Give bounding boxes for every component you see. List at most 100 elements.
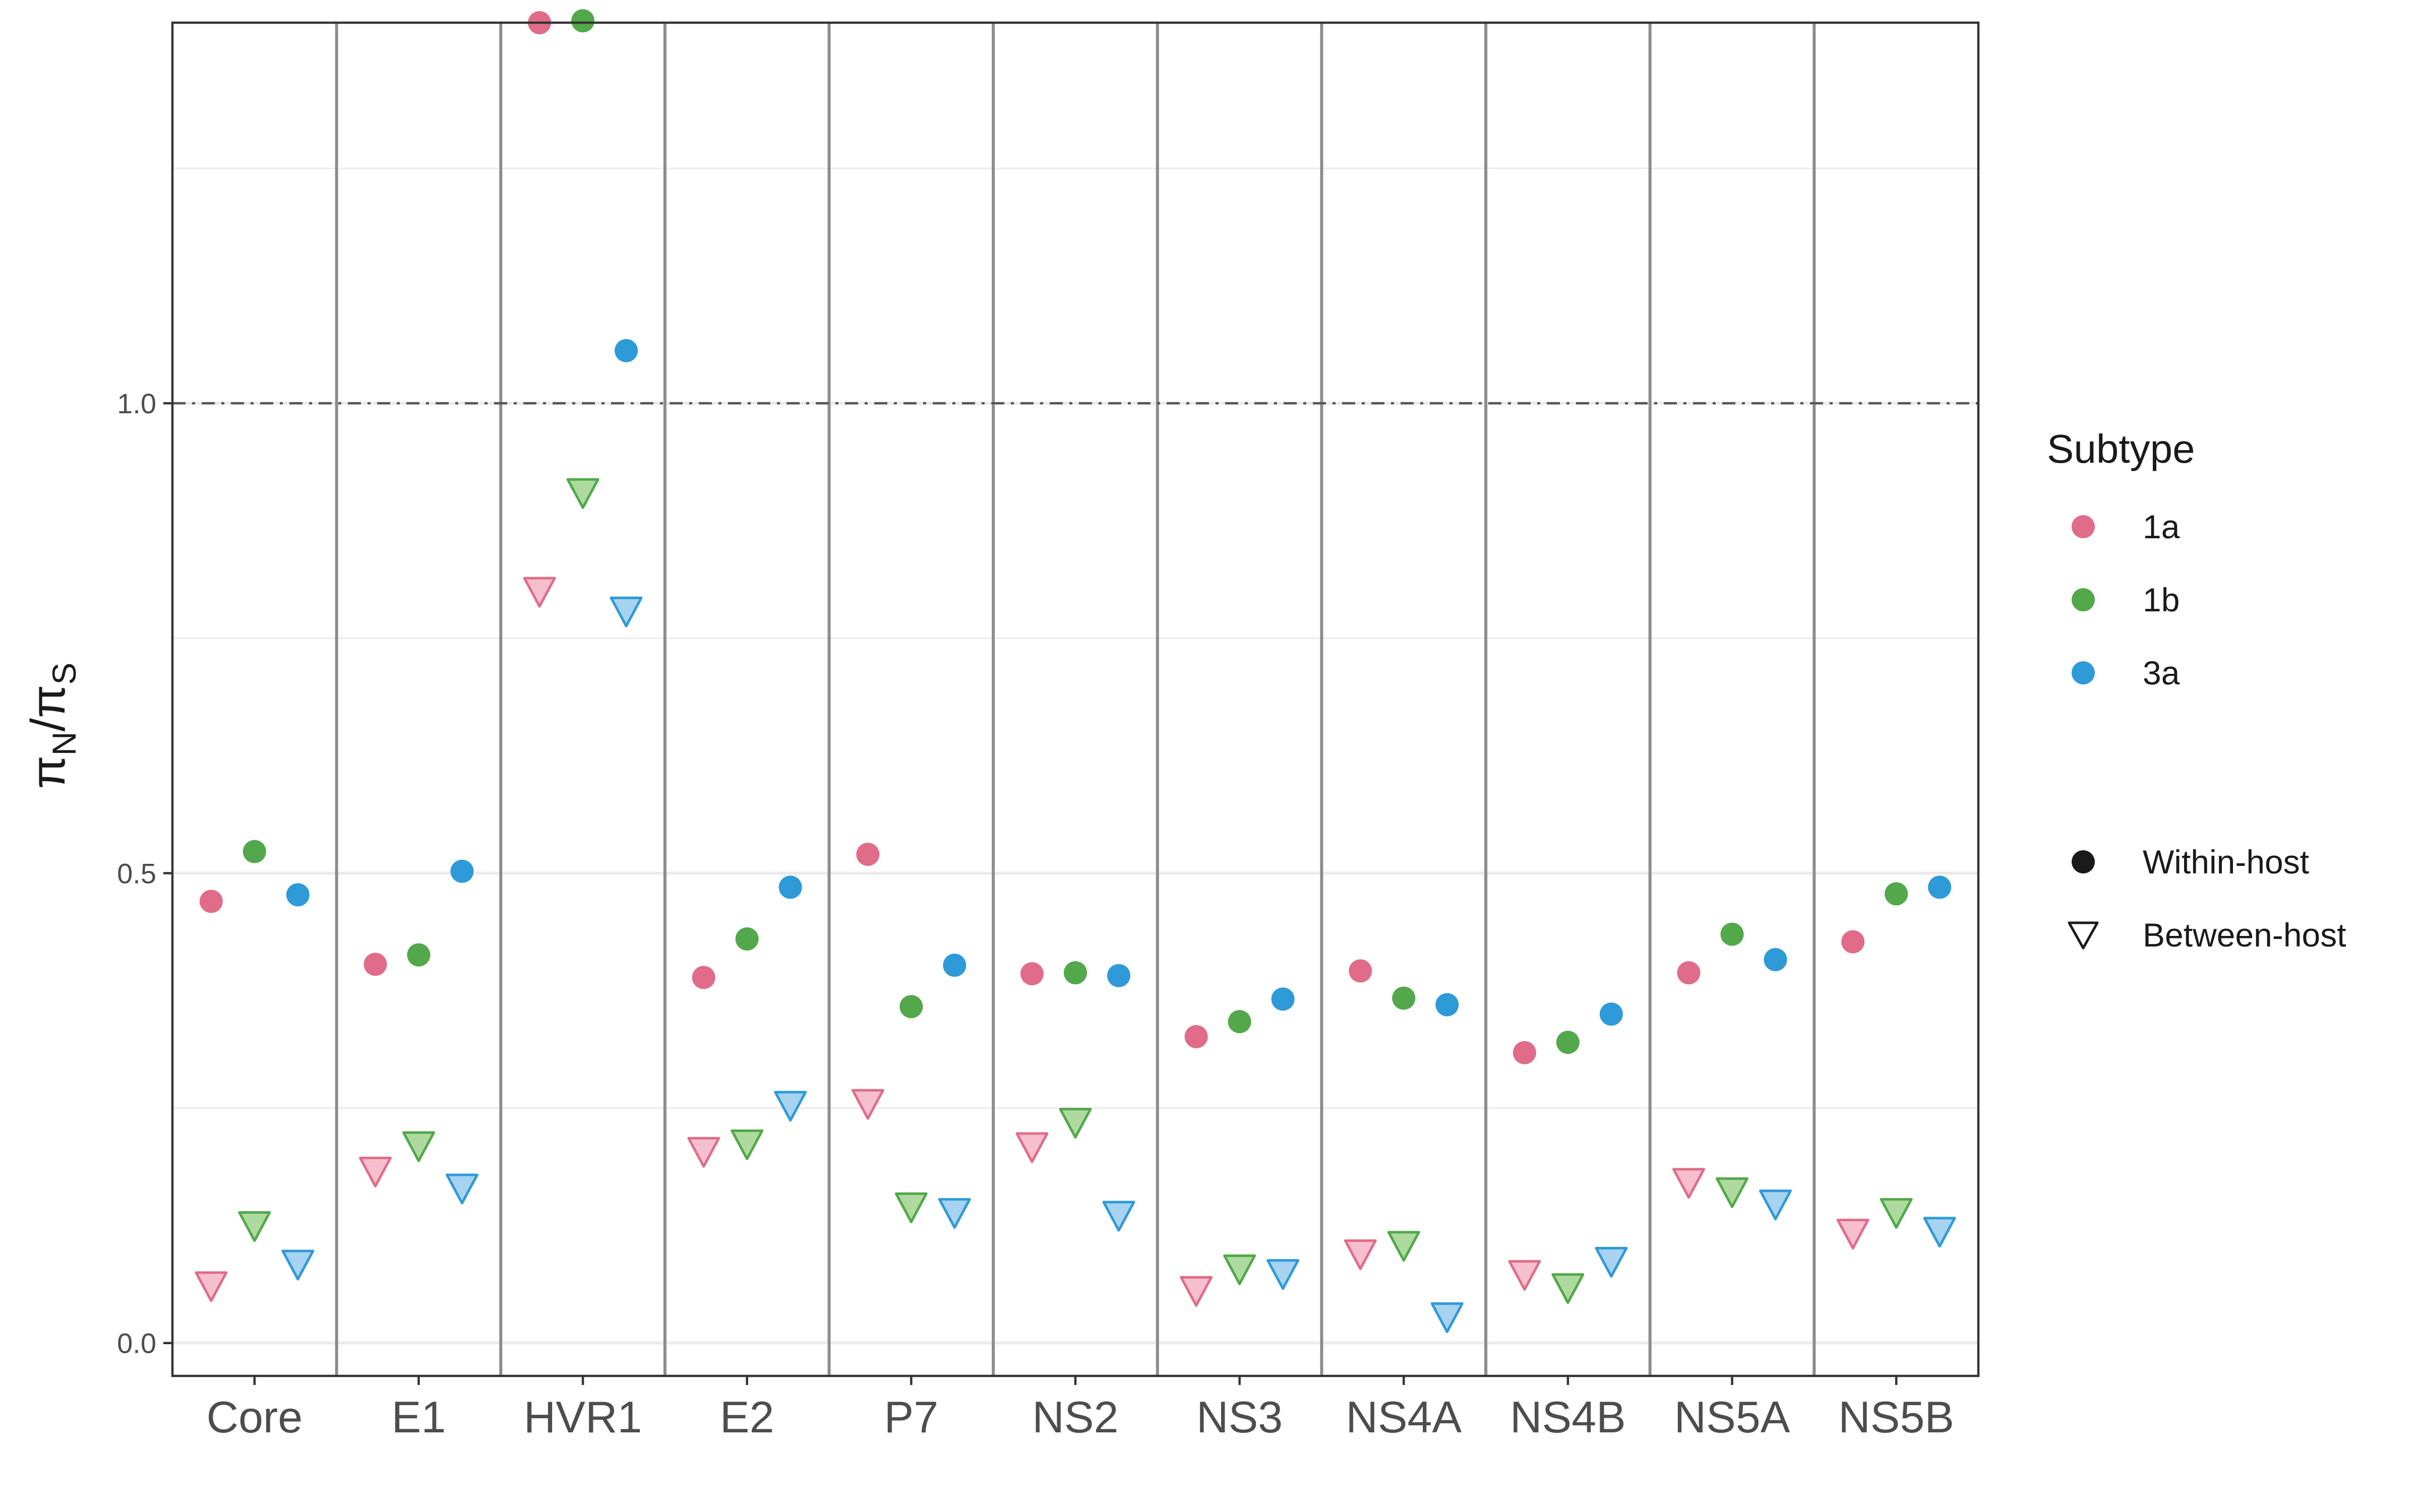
point-within-1b-NS3 (1228, 1010, 1251, 1034)
point-within-1a-NS4A (1349, 959, 1372, 983)
legend-label-1b: 1b (2143, 581, 2180, 618)
y-tick-label-0: 0.0 (117, 1328, 156, 1359)
legend-key-within-host (2072, 850, 2095, 873)
legend-key-1a (2072, 515, 2095, 538)
point-between-3a-Core (281, 1249, 315, 1281)
point-within-1a-P7 (856, 843, 880, 866)
point-between-1a-NS4A (1344, 1239, 1377, 1271)
legend-label-1a: 1a (2143, 508, 2180, 545)
point-between-1a-E1 (358, 1157, 392, 1188)
legend-label-between-host: Between-host (2143, 916, 2346, 954)
x-tick-label-10: NS5B (1838, 1392, 1954, 1442)
point-within-3a-HVR1 (615, 339, 638, 362)
point-within-1a-NS2 (1020, 962, 1044, 985)
point-within-1a-Core (199, 890, 223, 913)
point-between-3a-NS3 (1266, 1259, 1300, 1290)
legend-title: Subtype (2047, 426, 2195, 471)
point-between-1a-NS3 (1180, 1276, 1213, 1307)
point-between-1b-NS5A (1716, 1177, 1749, 1209)
point-between-1b-P7 (894, 1192, 928, 1223)
y-axis-label-main: π (21, 755, 75, 789)
point-between-3a-NS5B (1923, 1217, 1956, 1248)
point-between-3a-NS4A (1430, 1302, 1464, 1334)
x-axis: Core E1 HVR1 E2 P7 NS2 NS3 NS4A NS4B NS5A NS5B (206, 1376, 1954, 1442)
point-between-1a-NS2 (1015, 1132, 1049, 1163)
point-between-1b-NS3 (1223, 1254, 1256, 1285)
point-within-1a-E1 (364, 953, 387, 976)
x-tick-label-0: Core (206, 1392, 302, 1442)
point-within-1a-E2 (692, 966, 715, 989)
point-within-3a-NS5A (1764, 948, 1787, 971)
point-between-1b-NS5B (1880, 1198, 1913, 1229)
point-within-3a-NS3 (1271, 987, 1295, 1011)
point-within-1b-NS5B (1885, 882, 1908, 906)
point-within-1b-NS5A (1720, 922, 1744, 946)
category-separators (335, 23, 1816, 1376)
point-between-3a-P7 (938, 1198, 971, 1229)
x-tick-label-1: E1 (392, 1392, 446, 1442)
y-axis-label-sub-n: N (45, 732, 83, 756)
y-axis-label-sub-s: S (45, 663, 83, 685)
point-within-1b-P7 (899, 995, 923, 1019)
y-axis-label-sep: /π (21, 685, 75, 732)
y-tick-label-2: 1.0 (117, 388, 156, 419)
point-within-1a-NS5A (1677, 961, 1701, 985)
point-within-3a-E2 (778, 875, 802, 899)
point-within-3a-NS4B (1599, 1002, 1623, 1026)
point-between-3a-E1 (445, 1173, 478, 1205)
point-within-1a-NS4B (1512, 1041, 1536, 1064)
point-between-3a-HVR1 (610, 596, 643, 627)
point-within-1b-E2 (735, 927, 759, 951)
point-between-3a-NS2 (1102, 1201, 1135, 1232)
point-between-1b-NS4A (1387, 1231, 1420, 1262)
x-tick-label-3: E2 (720, 1392, 774, 1442)
legend-key-3a (2072, 661, 2095, 684)
x-tick-label-8: NS4B (1510, 1392, 1626, 1442)
x-tick-label-7: NS4A (1346, 1392, 1462, 1442)
point-between-3a-NS4B (1595, 1247, 1628, 1278)
point-between-1b-E1 (402, 1131, 435, 1162)
x-tick-label-2: HVR1 (524, 1392, 642, 1442)
point-within-1b-NS2 (1064, 961, 1087, 985)
point-between-1a-NS4B (1508, 1260, 1541, 1291)
legend-subtype-entries: 1a 1b 3a (2072, 508, 2180, 691)
point-between-1b-HVR1 (566, 478, 599, 509)
y-axis-label: πN/πS (21, 663, 83, 789)
data-points (195, 9, 1956, 1334)
legend-label-3a: 3a (2143, 654, 2180, 691)
point-within-1b-HVR1 (571, 9, 595, 33)
legend: Subtype 1a 1b 3a Within-host Between-host (2047, 426, 2346, 954)
point-within-3a-E1 (450, 859, 474, 883)
point-within-1a-NS5B (1841, 930, 1865, 954)
point-between-1a-NS5A (1672, 1168, 1706, 1199)
point-within-1a-NS3 (1184, 1025, 1208, 1048)
point-within-3a-NS5B (1928, 875, 1952, 899)
legend-label-within-host: Within-host (2143, 843, 2309, 880)
point-within-1b-NS4A (1392, 986, 1416, 1010)
point-between-3a-NS5A (1759, 1189, 1792, 1221)
point-within-1b-Core (243, 840, 266, 863)
x-tick-label-6: NS3 (1196, 1392, 1283, 1442)
point-between-1a-Core (195, 1271, 228, 1302)
point-within-3a-NS2 (1107, 964, 1130, 987)
point-within-1b-NS4B (1556, 1031, 1580, 1054)
legend-key-between-host (2068, 921, 2099, 950)
legend-key-1b (2072, 588, 2095, 611)
point-between-1b-Core (238, 1211, 271, 1242)
point-between-1b-NS4B (1551, 1273, 1585, 1304)
point-between-1a-E2 (687, 1137, 720, 1168)
x-tick-label-4: P7 (884, 1392, 939, 1442)
y-axis: 0.0 0.5 1.0 (117, 388, 172, 1359)
y-tick-label-1: 0.5 (117, 857, 156, 889)
legend-shape-entries: Within-host Between-host (2068, 843, 2346, 954)
point-between-1b-E2 (731, 1129, 764, 1160)
x-tick-label-5: NS2 (1032, 1392, 1118, 1442)
x-tick-label-9: NS5A (1674, 1392, 1790, 1442)
point-within-1b-E1 (407, 943, 431, 967)
point-between-1a-P7 (851, 1089, 884, 1120)
point-between-1a-HVR1 (523, 577, 556, 608)
point-within-3a-Core (286, 883, 310, 907)
point-between-3a-E2 (774, 1091, 807, 1122)
